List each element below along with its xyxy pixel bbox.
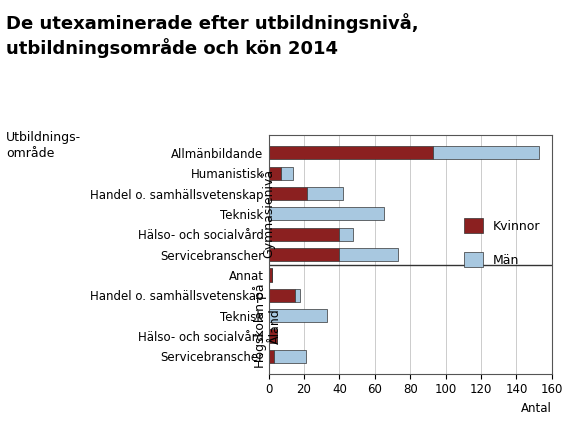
Text: De utexaminerade efter utbildningsnivå,
utbildningsområde och kön 2014: De utexaminerade efter utbildningsnivå, … — [6, 13, 418, 58]
Bar — [339, 227, 354, 241]
X-axis label: Antal: Antal — [521, 402, 552, 415]
Bar — [269, 166, 281, 180]
Bar — [307, 187, 343, 200]
Bar — [269, 309, 327, 322]
Bar — [269, 207, 384, 221]
Bar — [269, 268, 272, 282]
Bar — [269, 248, 339, 261]
Bar — [274, 350, 306, 363]
Bar — [269, 187, 307, 200]
Legend: Kvinnor, Män: Kvinnor, Män — [460, 213, 546, 272]
Bar — [295, 289, 301, 302]
Bar — [281, 166, 293, 180]
Bar — [339, 248, 398, 261]
Bar — [269, 329, 277, 343]
Bar — [269, 350, 274, 363]
Bar — [433, 146, 539, 160]
Bar — [269, 289, 295, 302]
Text: Utbildnings-
område: Utbildnings- område — [6, 131, 81, 160]
Text: Högskolan på
Åland: Högskolan på Åland — [253, 283, 282, 368]
Bar — [269, 146, 433, 160]
Bar — [269, 227, 339, 241]
Text: Gymnasienivå: Gymnasienivå — [261, 169, 275, 258]
